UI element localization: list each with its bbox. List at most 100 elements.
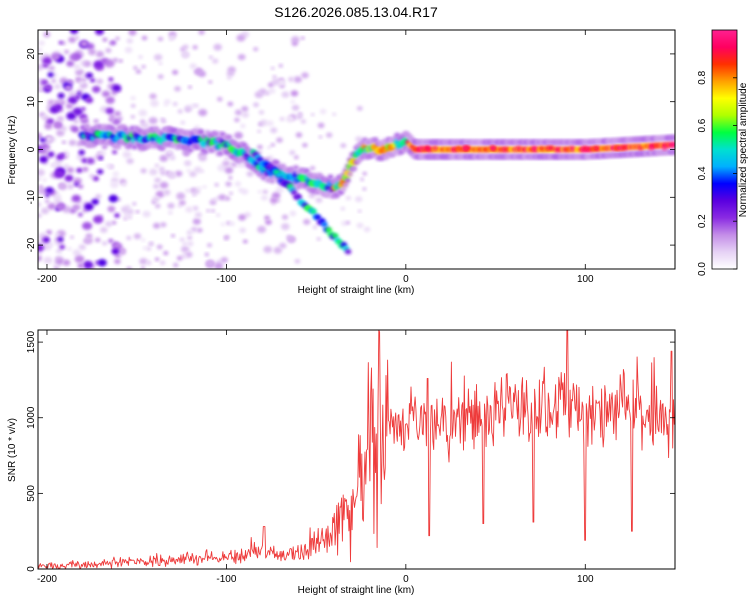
spectrogram-cell (56, 115, 65, 122)
spectrogram-cell (189, 63, 197, 70)
spectrogram-cell (273, 246, 283, 254)
spectrogram-cell (105, 164, 112, 169)
spectrogram-cell (179, 47, 186, 52)
spectrogram-cell (169, 155, 176, 161)
spectrogram-cell (246, 171, 254, 177)
spectrogram-cell (242, 239, 248, 244)
spectrogram-cell (227, 101, 234, 107)
spectrogram-cell (55, 233, 60, 237)
spectrogram-cell (312, 225, 318, 230)
x-tick-label: 100 (577, 574, 594, 585)
spectrogram-cell (161, 119, 167, 124)
spectrogram-cell (194, 125, 200, 130)
spectrogram-cell (288, 76, 295, 82)
spectrogram-cell (238, 214, 247, 221)
spectrogram-cell (69, 208, 77, 214)
spectrogram-cell (95, 194, 102, 199)
spectrogram-cell (51, 79, 56, 83)
spectrogram-cell (38, 244, 45, 252)
spectrogram-cell (83, 60, 92, 67)
spectrogram-cell (121, 182, 127, 187)
spectrogram-cell (109, 40, 117, 46)
spectrogram-cell (112, 118, 121, 126)
spectrogram-cell (67, 79, 73, 84)
spectrogram-cell (345, 195, 352, 201)
spectrogram-cell (159, 181, 169, 189)
spectrogram-cell (170, 173, 176, 178)
spectrogram-cell (112, 58, 119, 63)
spectrogram-cell (93, 215, 104, 224)
spectrogram-cell (267, 82, 274, 88)
spectrogram-cell (593, 146, 598, 151)
spectrogram-cell (176, 192, 186, 200)
spectrogram-cell (72, 249, 82, 256)
x-tick-label: 100 (577, 274, 594, 285)
spectrogram-cell (253, 47, 259, 52)
spectrogram-cell (140, 119, 146, 124)
spectrogram-cell (218, 194, 227, 201)
spectrogram-cell (159, 155, 168, 162)
spectrogram-cell (38, 169, 45, 177)
spectrogram-cell (257, 225, 267, 233)
spectrogram-cell (296, 114, 303, 120)
x-tick-label: 0 (403, 274, 409, 285)
spectrogram-cell (344, 249, 352, 255)
spectrogram-cell (38, 64, 44, 71)
spectrogram-cell (38, 185, 44, 189)
spectrogram-cell (38, 213, 42, 218)
spectrogram-cell (206, 260, 215, 267)
spectrogram-cell (163, 251, 169, 256)
spectrogram-cell (538, 146, 544, 151)
spectrogram-cell (78, 244, 87, 251)
spectrogram-cell (301, 72, 309, 79)
spectrogram-cell (241, 106, 249, 112)
spectrogram-cell (360, 177, 364, 181)
colorbar-ticks: 0.0 0.2 0.4 0.6 0.8 (697, 70, 737, 276)
spectrogram-cell (43, 243, 52, 251)
spectrogram-cell (85, 96, 94, 104)
spectrogram-cell (229, 221, 235, 226)
spectrogram-cell (54, 83, 61, 90)
spectrogram-cell (89, 173, 95, 179)
spectrogram-cell (57, 236, 64, 242)
spectrogram-cell (68, 139, 77, 146)
spectrogram-cell (262, 189, 269, 195)
spectrogram-cell (70, 235, 74, 239)
spectrogram-cell (45, 136, 53, 142)
spectrogram-cell (544, 146, 550, 151)
spectrogram-cell (148, 117, 158, 125)
spectrogram-cell (78, 149, 85, 156)
spectrogram-cell (142, 246, 147, 250)
spectrogram-cell (351, 166, 358, 171)
spectrogram-cell (240, 123, 246, 129)
spectrogram-cell (172, 262, 179, 268)
spectrogram-cell (271, 78, 281, 86)
spectrogram-cell (141, 35, 148, 41)
spectrogram-cell (267, 146, 271, 149)
spectrogram-cell (43, 256, 53, 264)
spectrogram-cell (39, 156, 48, 163)
spectrogram-cell (456, 146, 462, 151)
spectrogram-x-ticks: -200 -100 0 100 (37, 30, 594, 285)
spectrogram-cell (38, 187, 47, 195)
spectrogram-cell (102, 144, 108, 150)
spectrogram-cell (341, 220, 348, 226)
spectrogram-cell (126, 158, 134, 165)
spectrogram-cell (224, 236, 229, 240)
spectrogram-cell (44, 84, 53, 91)
spectrogram-cell (172, 102, 178, 106)
spectrogram-cell (105, 48, 112, 53)
spectrogram-cell (42, 237, 50, 243)
spectrogram-cell (276, 137, 283, 143)
spectrogram-cell (133, 66, 138, 70)
spectrogram-cell (78, 184, 84, 189)
spectrogram-cell (188, 85, 192, 89)
spectrogram-cell (155, 190, 165, 198)
spectrogram-cell (310, 113, 315, 116)
spectrogram-cell (146, 260, 152, 265)
spectrogram-cell (159, 260, 166, 265)
colorbar-tick-label: 0.4 (697, 166, 708, 180)
spectrogram-cell (270, 66, 275, 70)
spectrogram-cell (234, 117, 240, 123)
spectrogram-cell (394, 132, 401, 138)
